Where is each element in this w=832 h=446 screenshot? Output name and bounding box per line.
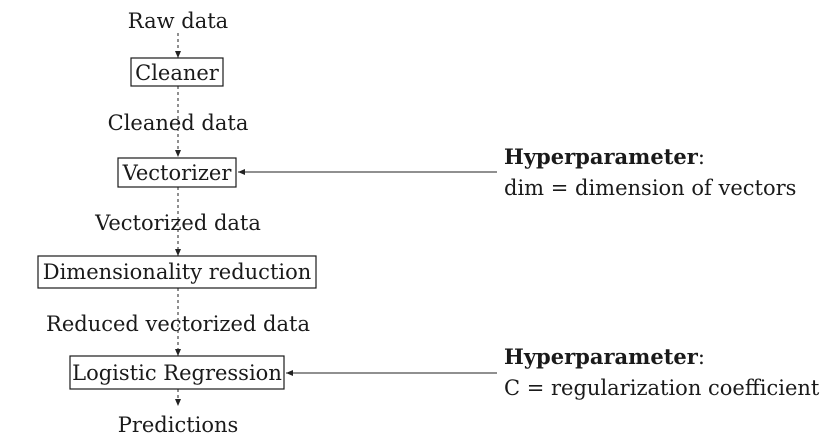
step-dimensionality-reduction-box xyxy=(37,255,317,289)
cleaned-data-label: Cleaned data xyxy=(108,111,249,135)
hyperparameter-description: dim = dimension of vectors xyxy=(504,176,796,200)
step-logistic-regression: Logistic Regression xyxy=(69,355,285,390)
vectorized-data-label: Vectorized data xyxy=(94,211,261,235)
hyperparameter-note-regression: Hyperparameter: C = regularization coeff… xyxy=(504,344,820,400)
hyperparameter-description: C = regularization coefficient xyxy=(504,376,820,400)
hyperparameter-note-vectorizer: Hyperparameter: dim = dimension of vecto… xyxy=(504,144,796,200)
step-cleaner: Cleaner xyxy=(130,57,224,87)
step-vectorizer-box xyxy=(117,157,237,188)
step-cleaner-box xyxy=(130,57,224,87)
hyperparameter-heading: Hyperparameter: xyxy=(504,344,705,369)
reduced-vectorized-data-label: Reduced vectorized data xyxy=(46,312,310,336)
hyperparameter-heading-text: Hyperparameter xyxy=(504,144,699,169)
hyperparameter-heading: Hyperparameter: xyxy=(504,144,705,169)
raw-data-label: Raw data xyxy=(128,9,228,33)
step-vectorizer: Vectorizer xyxy=(117,157,237,188)
step-cleaner-label: Cleaner xyxy=(135,61,220,85)
hyperparameter-heading-text: Hyperparameter xyxy=(504,344,699,369)
step-dimensionality-reduction-label: Dimensionality reduction xyxy=(43,260,312,284)
predictions-label: Predictions xyxy=(118,413,239,437)
step-vectorizer-label: Vectorizer xyxy=(122,161,233,185)
hyperparameter-heading-colon: : xyxy=(698,145,705,169)
step-logistic-regression-label: Logistic Regression xyxy=(72,361,282,385)
hyperparameter-heading-colon: : xyxy=(698,345,705,369)
step-logistic-regression-box xyxy=(69,355,285,390)
step-dimensionality-reduction: Dimensionality reduction xyxy=(37,255,317,289)
